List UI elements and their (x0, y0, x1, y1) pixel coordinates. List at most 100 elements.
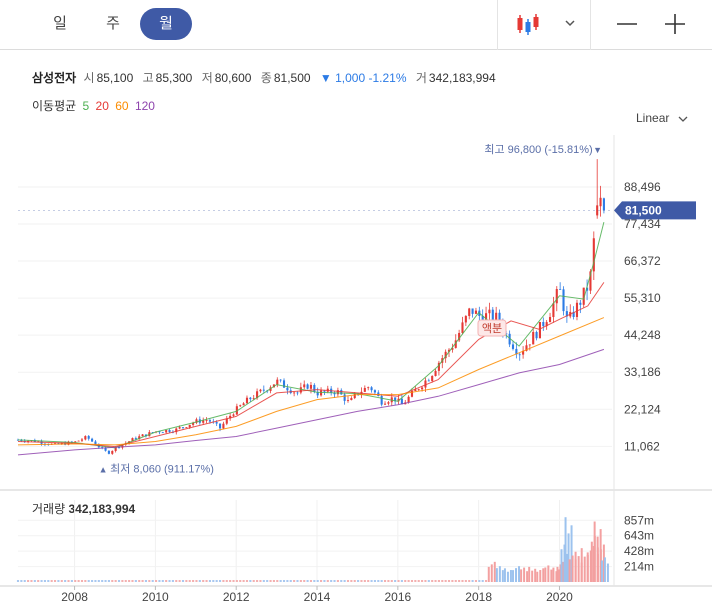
volume-tick-label: 428m (624, 544, 654, 558)
volume-bar (43, 580, 46, 582)
candle-body (282, 380, 286, 388)
volume-bar (550, 569, 553, 582)
ma-120[interactable]: 120 (134, 99, 155, 113)
volume-bar (161, 580, 164, 582)
volume-bar (531, 570, 534, 582)
candle (515, 342, 518, 359)
volume-bar (50, 580, 53, 582)
volume-bar (451, 580, 454, 582)
volume-bar (60, 580, 63, 582)
ma-60[interactable]: 60 (115, 99, 129, 113)
volume-bar (114, 580, 117, 582)
volume-bar (461, 580, 464, 582)
volume-bar (269, 580, 272, 582)
volume-bar (27, 580, 30, 582)
ma-line-20 (17, 282, 605, 448)
volume-bar (252, 580, 255, 582)
volume-bar (485, 580, 488, 582)
low-value: 80,600 (214, 71, 252, 85)
volume-value: 342,183,994 (428, 71, 496, 85)
plus-icon[interactable] (660, 10, 690, 38)
candle (431, 375, 434, 383)
candle (437, 360, 440, 376)
tab-weekly[interactable]: 주 (106, 15, 120, 32)
ma-5[interactable]: 5 (82, 99, 90, 113)
candle-body (252, 398, 255, 400)
candle (333, 391, 336, 398)
candle (293, 391, 296, 397)
candle (229, 412, 232, 421)
candle (296, 391, 299, 396)
chevron-down-icon[interactable] (560, 10, 590, 38)
volume-bars (16, 517, 609, 582)
candle-body (188, 424, 191, 428)
volume-bar (586, 555, 589, 582)
candle (249, 396, 252, 402)
candle (370, 386, 373, 393)
ma-20[interactable]: 20 (95, 99, 109, 113)
candle (434, 369, 437, 377)
volume-bar (383, 580, 387, 582)
candle (202, 417, 205, 425)
candle (107, 450, 110, 455)
volume-bar (218, 580, 222, 582)
low-label: 저 (201, 71, 213, 85)
open-label: 시 (83, 71, 95, 85)
candle-body (363, 387, 366, 392)
volume-bar (229, 580, 232, 582)
tab-monthly[interactable]: 월 (140, 8, 192, 40)
volume-bar (306, 580, 309, 582)
volume-bar (487, 566, 490, 582)
candle (552, 296, 555, 323)
current-price-tag (614, 201, 696, 220)
volume-bar (215, 580, 218, 582)
candle-body (370, 387, 373, 391)
candle-body (400, 398, 403, 405)
volume-bar (458, 580, 461, 582)
candle-body (427, 380, 430, 382)
low-annotation-arrow: ▲ (99, 464, 108, 474)
candle (461, 316, 464, 335)
candle-body (525, 345, 528, 351)
scale-selector[interactable]: Linear (636, 111, 689, 125)
volume-bar (266, 580, 269, 582)
candle-body (602, 198, 605, 211)
candle-body (286, 387, 289, 391)
candle (111, 450, 114, 455)
candle (363, 385, 366, 393)
volume-bar (501, 570, 504, 582)
candle-body (336, 390, 339, 395)
tab-daily[interactable]: 일 (53, 15, 67, 32)
candle-body (121, 444, 124, 448)
volume-bar (309, 580, 313, 582)
volume-bar (427, 580, 430, 582)
volume-bar (198, 580, 201, 582)
volume-bar (272, 580, 275, 582)
volume-bar (124, 580, 127, 582)
ma-line-60 (17, 317, 605, 446)
candle-body (309, 384, 313, 389)
candle (161, 431, 164, 434)
candle-body (552, 303, 555, 318)
volume-bar (559, 564, 562, 582)
volume-bar (506, 571, 509, 582)
candle (225, 415, 228, 426)
candle (586, 279, 589, 301)
high-label: 고 (142, 71, 154, 85)
candle (548, 312, 552, 323)
volume-bar (205, 580, 208, 582)
candle (185, 427, 188, 429)
volume-bar (168, 580, 171, 582)
candle (579, 299, 582, 314)
candle-body (259, 389, 262, 392)
volume-bar (606, 563, 609, 582)
volume-bar (380, 580, 383, 582)
volume-bar (599, 549, 602, 582)
candle-body (165, 430, 168, 433)
change-percent: -1.21% (368, 71, 407, 85)
volume-bar (326, 580, 329, 582)
minus-icon[interactable] (612, 10, 642, 38)
candlestick-icon[interactable] (515, 10, 545, 38)
volume-bar (104, 580, 107, 582)
